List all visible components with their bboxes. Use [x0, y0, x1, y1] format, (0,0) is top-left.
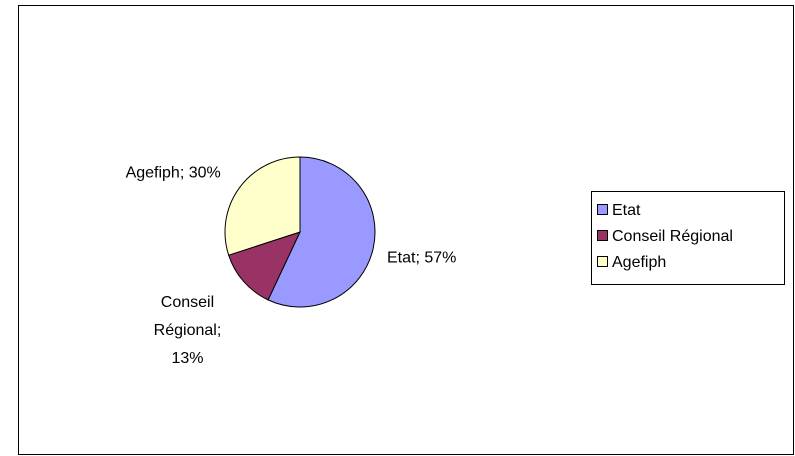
data-label-line: 13%: [171, 350, 203, 367]
legend-box: [591, 191, 785, 285]
data-label: Agefiph; 30%: [126, 165, 221, 182]
legend-swatch: [597, 256, 608, 267]
legend-swatch: [597, 204, 608, 215]
data-label: Etat; 57%: [387, 249, 456, 266]
pie-slice: [267, 156, 376, 308]
data-label: Conseil Régional; 13%: [154, 294, 222, 367]
legend-label: Etat: [612, 202, 641, 219]
legend-swatch: [597, 230, 608, 241]
data-label-line: Conseil: [161, 294, 214, 311]
data-label-line: Régional;: [154, 322, 222, 339]
legend-label: Agefiph: [612, 254, 666, 271]
pie-slice: [224, 156, 301, 256]
pie-slice: [228, 231, 301, 301]
legend-label: Conseil Régional: [612, 228, 733, 245]
